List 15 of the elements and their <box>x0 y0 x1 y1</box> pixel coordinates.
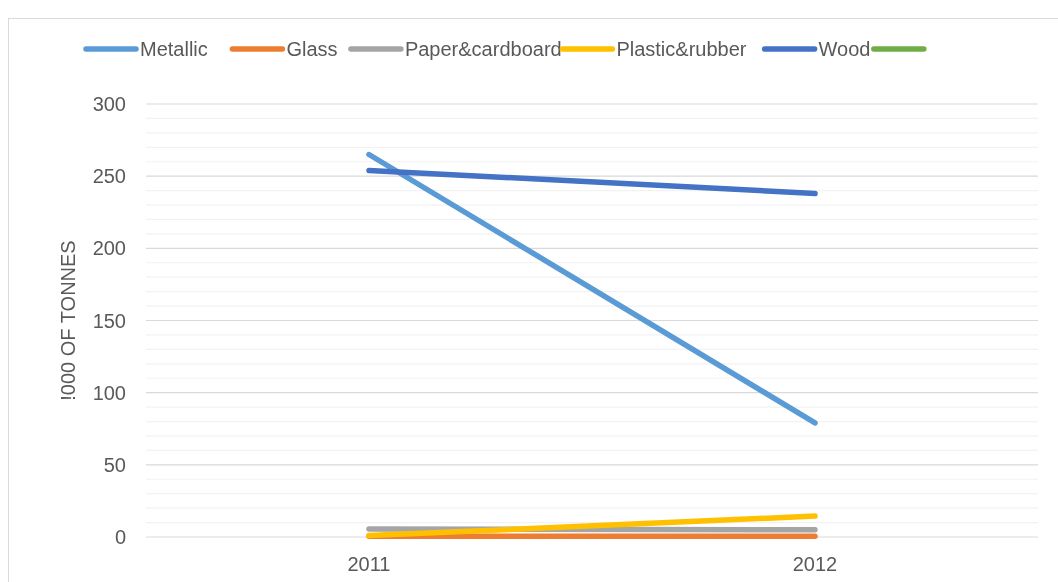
legend-label: Plastic&rubber <box>616 38 747 60</box>
x-tick-label: 2011 <box>347 553 391 575</box>
y-tick-label: 50 <box>103 453 126 476</box>
legend-label: Paper&cardboard <box>404 38 562 60</box>
y-tick-label: 0 <box>114 526 126 548</box>
legend-label: Metallic <box>140 38 208 60</box>
y-axis-title: !000 OF TONNES <box>57 240 79 401</box>
y-tick-label: 200 <box>92 237 126 260</box>
y-tick-label: 300 <box>92 93 126 115</box>
y-tick-label: 150 <box>92 309 126 332</box>
y-tick-label: 250 <box>92 165 126 188</box>
legend-label: Glass <box>286 38 338 60</box>
legend-label: Wood <box>818 38 871 60</box>
x-tick-label: 2012 <box>792 553 838 575</box>
y-tick-label: 100 <box>92 381 126 404</box>
